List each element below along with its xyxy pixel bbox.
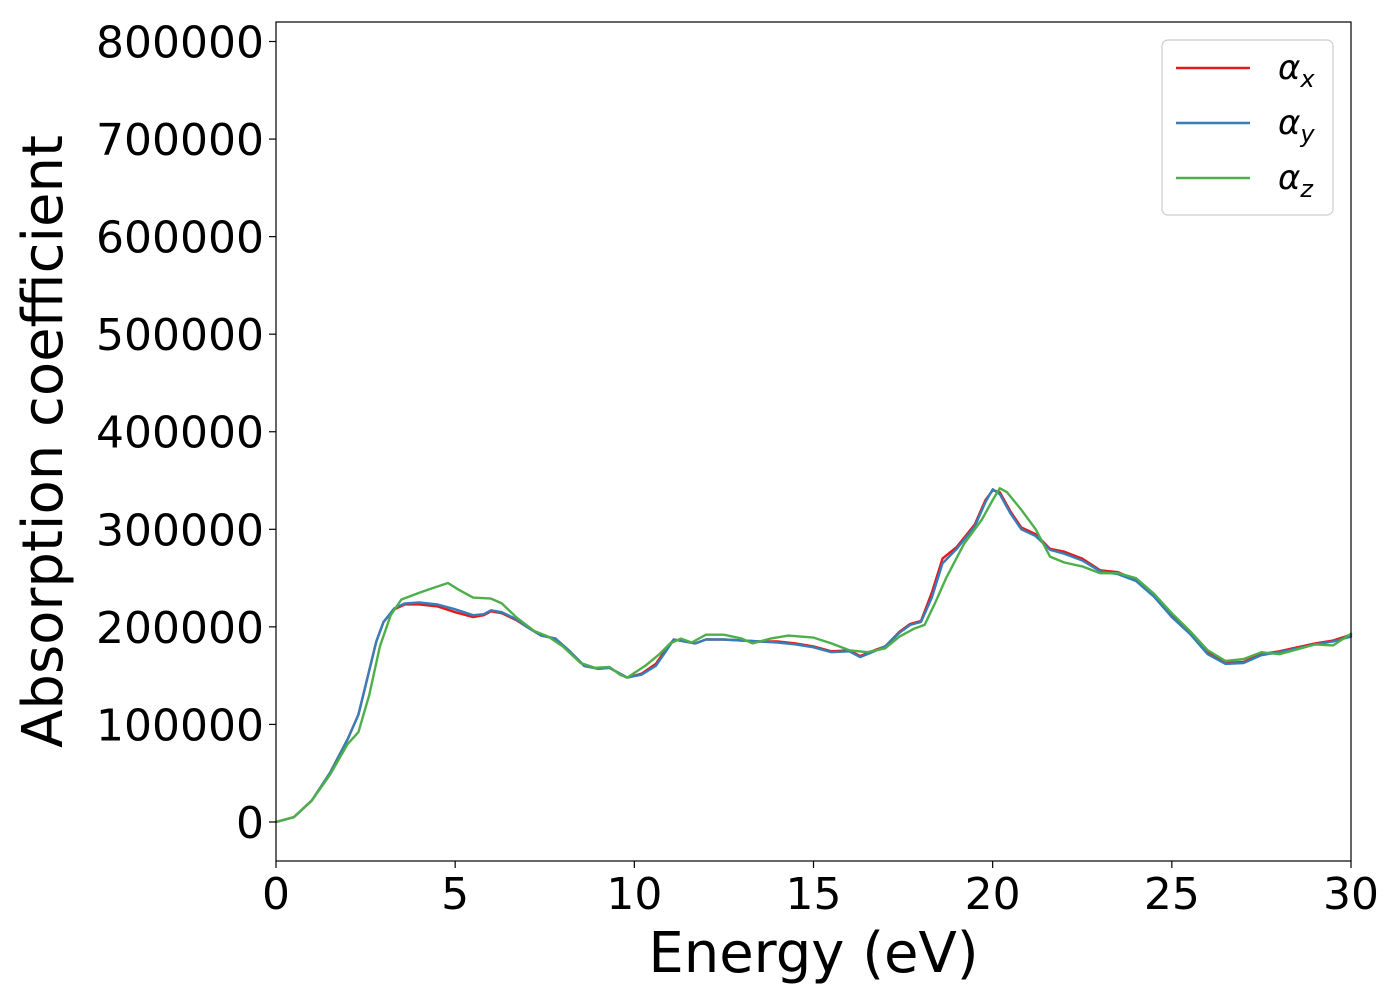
x-tick-label: 5 <box>441 869 469 920</box>
x-axis-title: Energy (eV) <box>648 921 978 986</box>
series-layer <box>274 487 1353 824</box>
legend-label-z: αz <box>1278 158 1314 203</box>
y-tick-label: 400000 <box>96 408 264 459</box>
y-tick-label: 800000 <box>96 18 264 69</box>
y-tick-label: 700000 <box>96 115 264 166</box>
x-tick-label: 15 <box>786 869 842 920</box>
x-tick-label: 0 <box>262 869 290 920</box>
y-axis-title: Absorption coefficient <box>11 135 76 748</box>
x-tick-label: 25 <box>1144 869 1200 920</box>
x-tick-label: 30 <box>1323 869 1379 920</box>
y-tick-label: 500000 <box>96 310 264 361</box>
y-tick-label: 0 <box>236 798 264 849</box>
y-tick-label: 200000 <box>96 603 264 654</box>
legend: αx αy αz <box>1161 39 1334 216</box>
y-tick-label: 100000 <box>96 700 264 751</box>
series-line-x <box>274 489 1353 824</box>
y-tick-label: 300000 <box>96 505 264 556</box>
series-line-y <box>274 488 1353 824</box>
ticks-layer: 0 5 10 15 20 25 30 0 100000 200000 300000 400000 500… <box>96 18 1379 920</box>
x-tick-label: 20 <box>965 869 1021 920</box>
legend-label-y: αy <box>1278 103 1315 148</box>
series-line-z <box>274 487 1353 824</box>
x-tick-label: 10 <box>606 869 662 920</box>
legend-box <box>1161 39 1334 216</box>
legend-label-x: αx <box>1278 48 1315 93</box>
y-tick-label: 600000 <box>96 213 264 264</box>
